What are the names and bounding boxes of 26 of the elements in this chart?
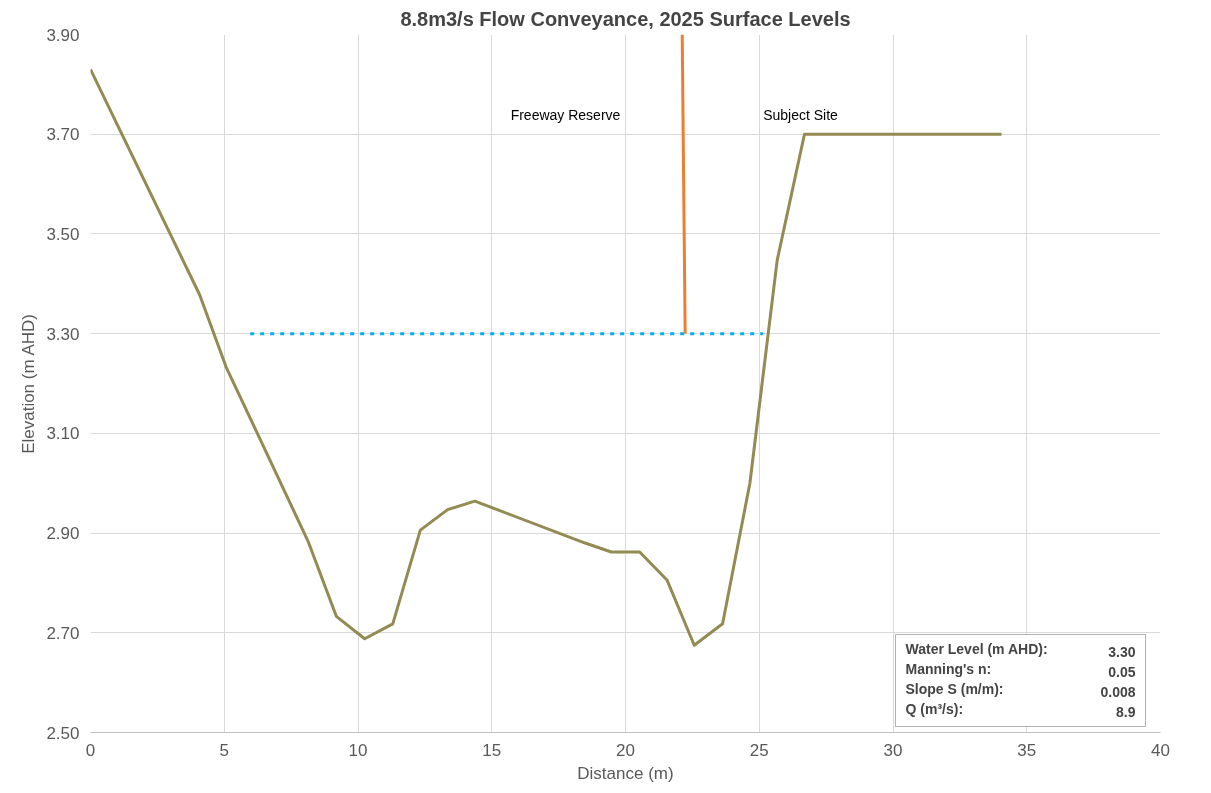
y-tick-label: 3.90	[46, 25, 80, 45]
x-tick-label: 25	[749, 740, 769, 760]
annotation: Subject Site	[763, 106, 839, 123]
text: Manning's n: 0.05	[905, 660, 1136, 680]
x-tick-label: 10	[348, 740, 368, 760]
y-tick-label: 3.50	[46, 224, 80, 244]
y-tick-label: 3.10	[46, 424, 80, 444]
y-tick-label: 2.50	[46, 723, 80, 743]
x-tick-label: 5	[219, 740, 229, 760]
x-tick-label: 15	[482, 740, 502, 760]
y-tick-label: 3.30	[46, 324, 80, 344]
text: Q (m³/s): 8.9	[905, 700, 1136, 720]
x-tick-label: 0	[85, 740, 96, 760]
x-tick-label: 35	[1017, 740, 1037, 760]
y-axis-title: Elevation (m AHD)	[19, 314, 39, 454]
y-tick-label: 3.70	[46, 125, 80, 145]
y-tick-label: 2.90	[46, 524, 80, 544]
text: Water Level (m AHD): 3.30	[905, 640, 1136, 660]
x-tick-label: 40	[1151, 740, 1170, 760]
chart-title: 8.8m3/s Flow Conveyance, 2025 Surface Levels	[400, 7, 851, 30]
x-tick-label: 20	[616, 740, 635, 760]
text: Slope S (m/m): 0.008	[905, 680, 1136, 700]
x-axis-title: Distance (m)	[577, 763, 674, 783]
y-tick-label: 2.70	[46, 623, 80, 643]
annotation: Freeway Reserve	[510, 106, 621, 123]
x-tick-label: 30	[883, 740, 903, 760]
